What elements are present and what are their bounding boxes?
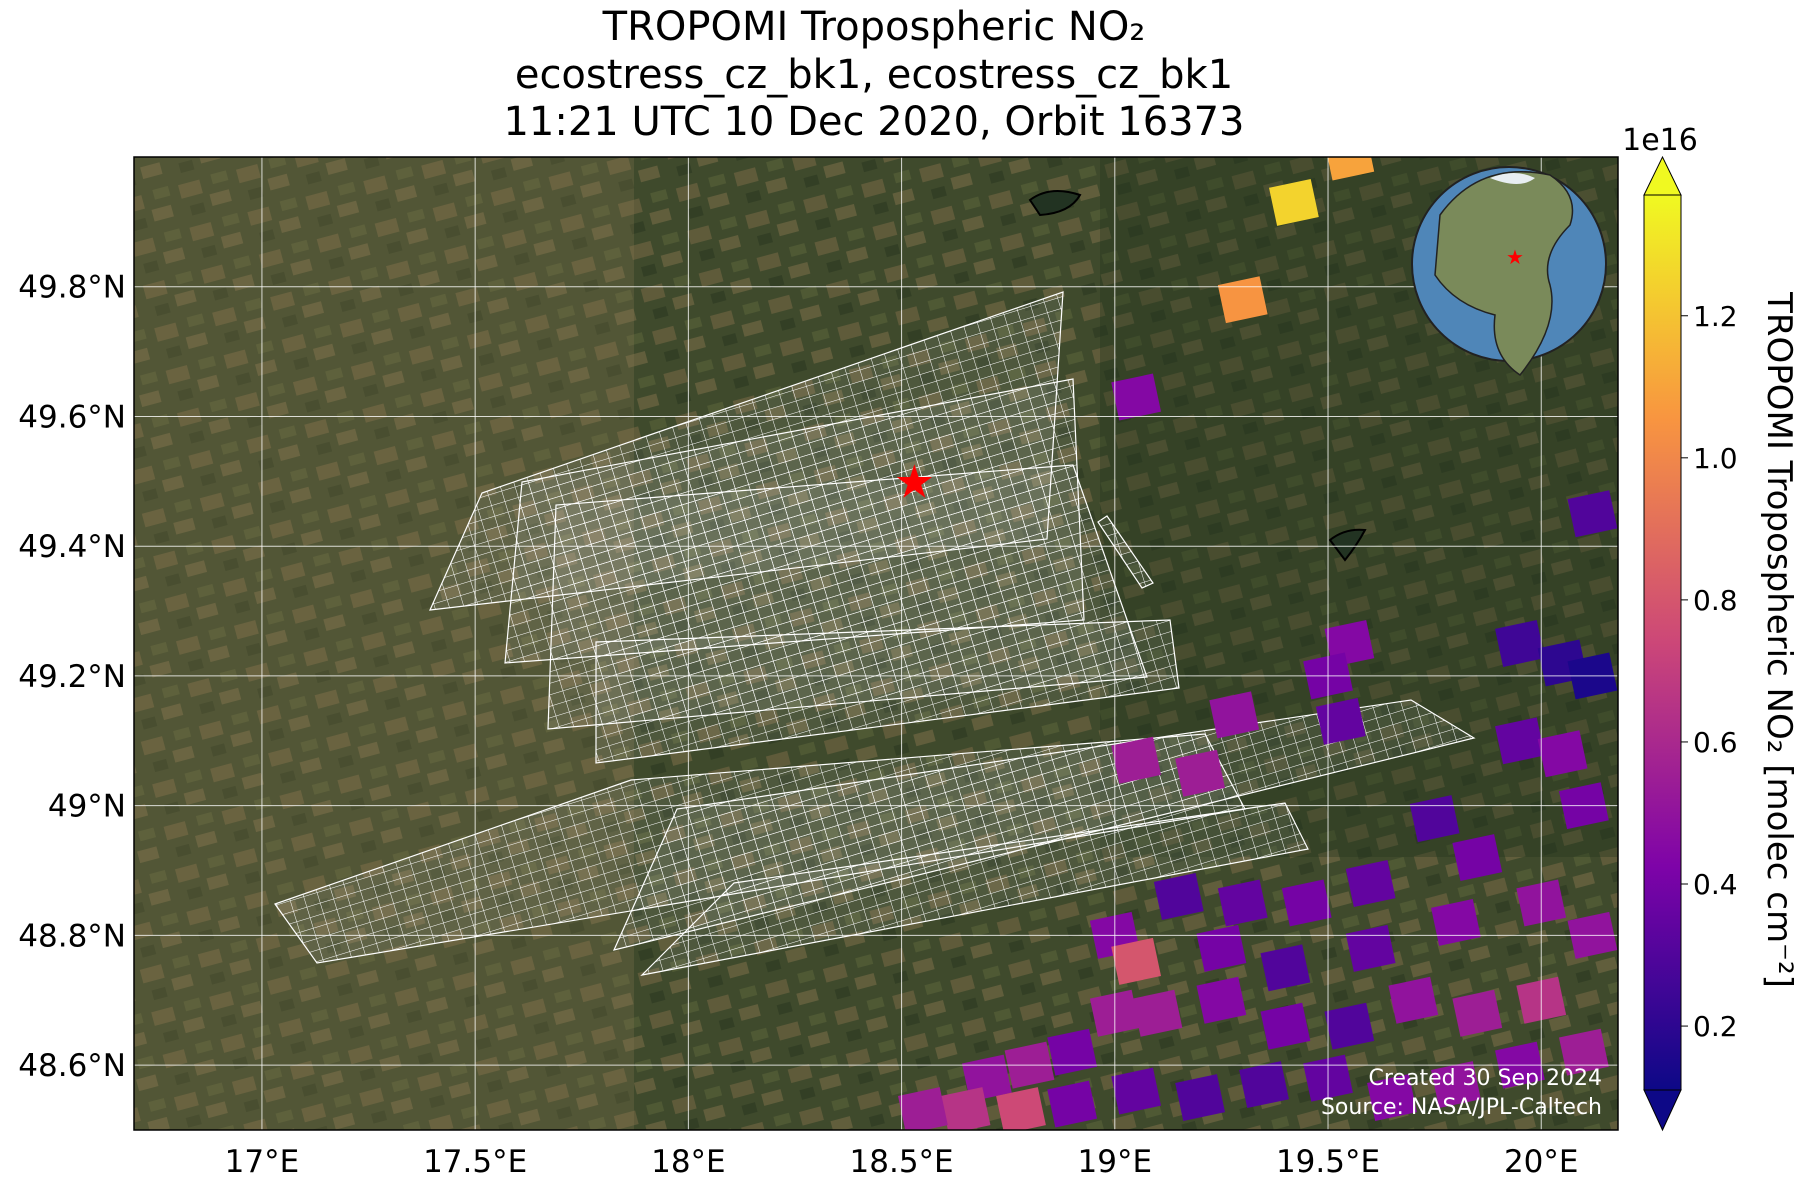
title: ecostress_cz_bk1, ecostress_cz_bk1 bbox=[515, 52, 1233, 98]
no2-cell bbox=[1281, 879, 1332, 927]
footer: Created 30 Sep 2024 bbox=[1369, 1066, 1603, 1091]
colorbar-tick-label: 1.2 bbox=[1693, 300, 1738, 333]
colorbar-label: TROPOMI Tropospheric NO₂ [molec cm⁻²] bbox=[1759, 291, 1799, 988]
x-tick-label: 18.5°E bbox=[850, 1144, 954, 1180]
footprints bbox=[274, 291, 1476, 976]
no2-cell bbox=[1452, 989, 1503, 1037]
y-tick-label: 49.8°N bbox=[18, 270, 126, 306]
no2-cell bbox=[1495, 717, 1545, 765]
no2-cell bbox=[1431, 1061, 1481, 1109]
no2-cell bbox=[1196, 976, 1247, 1024]
y-tick-label: 48.6°N bbox=[18, 1048, 126, 1084]
no2-cell bbox=[1409, 795, 1460, 843]
no2-cell bbox=[1111, 736, 1162, 784]
no2-cell bbox=[1260, 944, 1311, 992]
colorbar-tick-label: 0.8 bbox=[1693, 584, 1738, 617]
no2-cell bbox=[1495, 620, 1545, 667]
colorbar-exponent: 1e16 bbox=[1622, 123, 1698, 158]
footprint bbox=[1097, 515, 1154, 589]
no2-cell bbox=[996, 1087, 1046, 1130]
no2-cell bbox=[1452, 834, 1503, 882]
no2-cell bbox=[1345, 924, 1396, 972]
title: TROPOMI Tropospheric NO₂ bbox=[602, 4, 1146, 50]
colorbar-tick-label: 1.0 bbox=[1693, 442, 1738, 475]
site-marker: ★ bbox=[894, 454, 935, 508]
x-tick-label: 18°E bbox=[651, 1144, 726, 1180]
x-tick-label: 17°E bbox=[225, 1144, 300, 1180]
no2-cell bbox=[1047, 1028, 1098, 1076]
no2-cell bbox=[1047, 1080, 1098, 1128]
map-frame bbox=[133, 156, 1619, 1131]
footprint bbox=[640, 802, 1309, 976]
title: 11:21 UTC 10 Dec 2020, Orbit 16373 bbox=[503, 99, 1244, 145]
footer: Source: NASA/JPL-Caltech bbox=[1321, 1095, 1602, 1120]
no2-cell bbox=[1217, 276, 1268, 324]
x-tick-label: 19°E bbox=[1078, 1144, 1153, 1180]
colorbar-tick-label: 0.4 bbox=[1693, 868, 1738, 901]
no2-cell bbox=[1175, 749, 1225, 797]
no2-cell bbox=[1431, 898, 1481, 946]
no2-cell bbox=[1111, 373, 1162, 421]
no2-cell bbox=[1239, 1061, 1289, 1109]
no2-cell bbox=[1388, 976, 1439, 1024]
map: ★ Created 30 Sep 2024 Source: NASA/JPL-C… bbox=[134, 157, 1618, 1130]
no2-cell bbox=[1217, 879, 1268, 927]
no2-cell bbox=[1537, 730, 1588, 778]
no2-cell bbox=[1260, 1002, 1311, 1050]
x-tick-label: 20°E bbox=[1504, 1144, 1579, 1180]
no2-cell bbox=[1132, 989, 1183, 1037]
colorbar-tick-label: 0.2 bbox=[1693, 1010, 1738, 1043]
no2-cell bbox=[1567, 490, 1618, 538]
no2-cell bbox=[1196, 924, 1247, 972]
y-tick-label: 49.2°N bbox=[18, 659, 126, 695]
colorbar-extend bbox=[1643, 155, 1682, 196]
no2-cell bbox=[1558, 1028, 1609, 1076]
footprint bbox=[595, 619, 1180, 764]
y-tick-label: 49°N bbox=[48, 789, 126, 825]
land bbox=[1434, 171, 1574, 377]
no2-cell bbox=[1175, 1074, 1225, 1122]
y-tick-label: 49.6°N bbox=[18, 399, 126, 435]
no2-cell bbox=[940, 1087, 991, 1130]
x-tick-label: 19.5°E bbox=[1276, 1144, 1380, 1180]
no2-cell bbox=[898, 1087, 948, 1130]
no2-cell bbox=[1153, 873, 1204, 920]
no2-cell bbox=[1111, 1067, 1162, 1115]
x-tick-label: 17.5°E bbox=[423, 1144, 527, 1180]
ice bbox=[1490, 173, 1535, 184]
y-tick-label: 48.8°N bbox=[18, 918, 126, 954]
colorbar: 0.2 0.4 0.6 0.8 1.0 1.2 bbox=[1643, 155, 1738, 1132]
colorbar-scale bbox=[1643, 194, 1682, 1091]
lake bbox=[1028, 190, 1367, 562]
colorbar-extend bbox=[1643, 1089, 1682, 1132]
no2-cell bbox=[1269, 178, 1319, 226]
y-tick-label: 49.4°N bbox=[18, 529, 126, 565]
inset-globe: ★ bbox=[1411, 166, 1607, 377]
no2-cell bbox=[1345, 860, 1396, 907]
globe-star: ★ bbox=[1506, 245, 1524, 269]
no2-cell bbox=[1209, 691, 1260, 739]
no2-cell bbox=[1111, 937, 1162, 985]
no2-cell bbox=[1324, 1002, 1375, 1050]
no2-cell bbox=[1367, 1074, 1417, 1122]
colorbar-tick-label: 0.6 bbox=[1693, 726, 1738, 759]
